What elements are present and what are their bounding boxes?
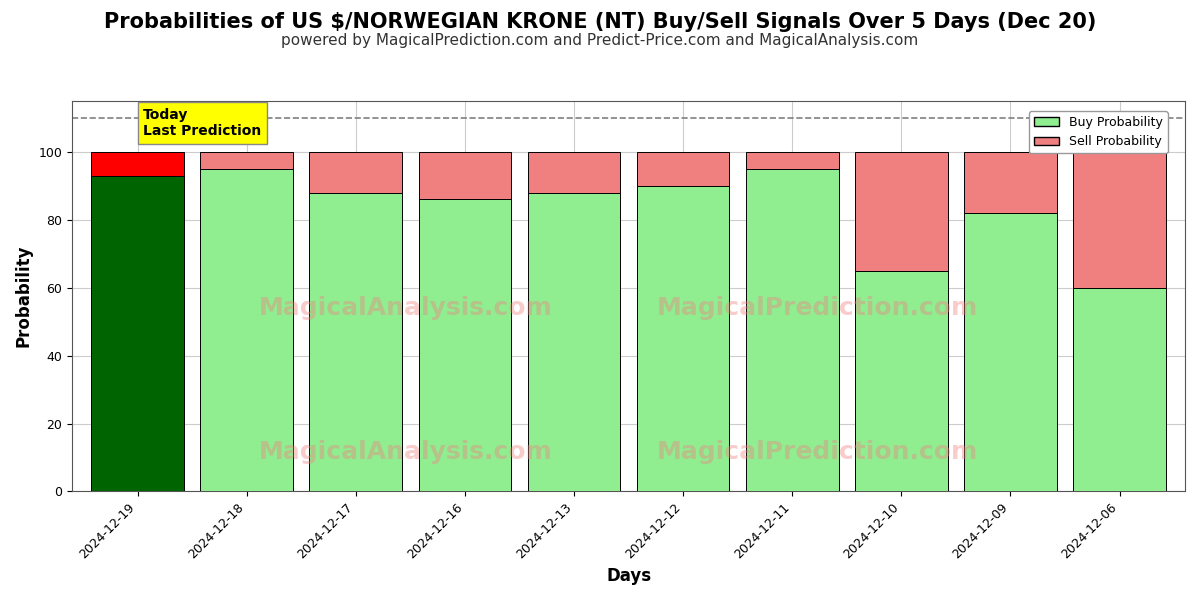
Bar (528, 193, 620, 491)
Bar (746, 169, 839, 491)
Text: MagicalAnalysis.com: MagicalAnalysis.com (259, 296, 553, 320)
Bar (964, 213, 1057, 491)
Text: MagicalPrediction.com: MagicalPrediction.com (658, 296, 978, 320)
Bar (200, 152, 293, 169)
Bar (419, 152, 511, 199)
Y-axis label: Probability: Probability (16, 245, 34, 347)
Text: MagicalPrediction.com: MagicalPrediction.com (658, 440, 978, 464)
Bar (200, 169, 293, 491)
Legend: Buy Probability, Sell Probability: Buy Probability, Sell Probability (1028, 111, 1168, 154)
Bar (637, 186, 730, 491)
X-axis label: Days: Days (606, 567, 652, 585)
Bar (746, 152, 839, 169)
Bar (419, 199, 511, 491)
Text: Today
Last Prediction: Today Last Prediction (143, 108, 262, 138)
Bar (310, 193, 402, 491)
Bar (854, 271, 948, 491)
Bar (1073, 152, 1166, 288)
Bar (637, 152, 730, 186)
Bar (310, 152, 402, 193)
Bar (964, 152, 1057, 213)
Text: Probabilities of US $/NORWEGIAN KRONE (NT) Buy/Sell Signals Over 5 Days (Dec 20): Probabilities of US $/NORWEGIAN KRONE (N… (104, 12, 1096, 32)
Bar (1073, 288, 1166, 491)
Text: powered by MagicalPrediction.com and Predict-Price.com and MagicalAnalysis.com: powered by MagicalPrediction.com and Pre… (281, 33, 919, 48)
Bar (91, 176, 184, 491)
Bar (91, 152, 184, 176)
Text: MagicalAnalysis.com: MagicalAnalysis.com (259, 440, 553, 464)
Bar (528, 152, 620, 193)
Bar (854, 152, 948, 271)
